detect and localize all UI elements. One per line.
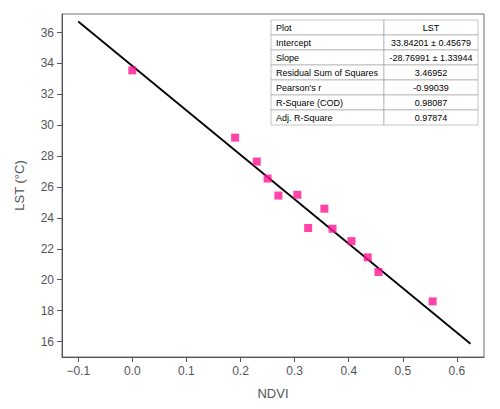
svg-text:0.98087: 0.98087 <box>415 98 448 108</box>
svg-text:-0.99039: -0.99039 <box>413 83 449 93</box>
svg-text:18: 18 <box>41 304 55 318</box>
svg-text:0.6: 0.6 <box>449 364 466 378</box>
svg-text:0.1: 0.1 <box>178 364 195 378</box>
svg-text:Intercept: Intercept <box>276 38 312 48</box>
svg-text:0.4: 0.4 <box>340 364 357 378</box>
svg-text:0.5: 0.5 <box>395 364 412 378</box>
svg-text:34: 34 <box>41 56 55 70</box>
svg-text:16: 16 <box>41 335 55 349</box>
svg-text:Adj. R-Square: Adj. R-Square <box>276 113 333 123</box>
svg-text:Residual Sum of Squares: Residual Sum of Squares <box>276 68 379 78</box>
svg-text:24: 24 <box>41 211 55 225</box>
svg-text:LST (°C): LST (°C) <box>12 160 27 210</box>
svg-text:22: 22 <box>41 242 55 256</box>
svg-text:26: 26 <box>41 180 55 194</box>
svg-text:30: 30 <box>41 118 55 132</box>
svg-text:20: 20 <box>41 273 55 287</box>
svg-text:LST: LST <box>423 23 440 33</box>
svg-text:36: 36 <box>41 26 55 40</box>
svg-text:0.2: 0.2 <box>232 364 249 378</box>
svg-text:28: 28 <box>41 149 55 163</box>
svg-text:0.0: 0.0 <box>124 364 141 378</box>
svg-text:Slope: Slope <box>276 53 299 63</box>
svg-text:33.84201 ± 0.45679: 33.84201 ± 0.45679 <box>391 38 471 48</box>
svg-text:0.97874: 0.97874 <box>415 113 448 123</box>
svg-text:32: 32 <box>41 87 55 101</box>
svg-text:NDVI: NDVI <box>257 386 288 401</box>
svg-text:R-Square (COD): R-Square (COD) <box>276 98 343 108</box>
svg-text:0.3: 0.3 <box>286 364 303 378</box>
svg-text:−0.1: −0.1 <box>66 364 90 378</box>
svg-text:3.46952: 3.46952 <box>415 68 448 78</box>
svg-text:Plot: Plot <box>276 23 292 33</box>
svg-text:-28.76991 ± 1.33944: -28.76991 ± 1.33944 <box>389 53 472 63</box>
svg-text:Pearson's r: Pearson's r <box>276 83 321 93</box>
